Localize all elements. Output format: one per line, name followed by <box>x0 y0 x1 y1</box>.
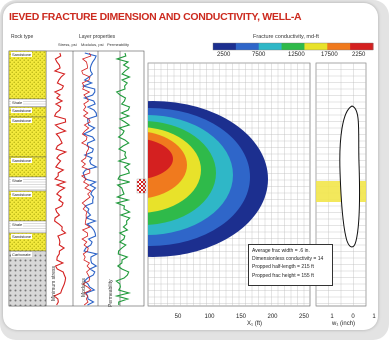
colorbar-segment <box>327 43 351 50</box>
permeability-label: Permeability <box>108 279 114 307</box>
fracture-width-profile <box>339 105 361 248</box>
colorbar-tick: 2500 <box>217 52 231 58</box>
colorbar-segment <box>213 43 237 50</box>
x-axis-ticks-conductivity: 50 100 150 200 250 <box>175 314 310 320</box>
modulus-label: Modulus <box>81 278 87 297</box>
modulus-curve <box>81 52 99 306</box>
x-tick-conductivity: 150 <box>236 314 247 320</box>
colorbar-segment <box>258 43 283 50</box>
conductivity-colorbar <box>212 42 374 51</box>
colorbar-segment <box>281 43 305 50</box>
figure-title: IEVED FRACTURE DIMENSION AND CONDUCTIVIT… <box>9 11 302 23</box>
info-line: Dimensionless conductivity = 14 <box>252 256 324 263</box>
colorbar-tick: 2250 <box>352 52 366 58</box>
rock-label: Sandstone <box>11 158 33 163</box>
rock-label: Shale <box>11 100 24 105</box>
info-line: Propped frac height = 155 ft <box>252 272 314 279</box>
rock-label: Shale <box>11 178 24 183</box>
x-tick-conductivity: 100 <box>204 314 215 320</box>
permeability-curve <box>114 52 132 306</box>
colorbar-tick: 12500 <box>288 52 305 58</box>
x-axis-label-width: w₁ (inch) <box>332 321 356 327</box>
x-tick-conductivity: 250 <box>299 314 310 320</box>
x-tick-conductivity: 200 <box>267 314 278 320</box>
rock-layer <box>8 250 47 307</box>
modulus-header: Modulus, psi <box>81 42 104 47</box>
info-line: Average frac width = .6 in. <box>252 248 310 254</box>
colorbar-tick: 17500 <box>321 52 338 58</box>
x-tick-width: 1 <box>372 314 376 320</box>
colorbar-tick: 7500 <box>252 52 266 58</box>
colorbar-segment <box>304 43 328 50</box>
modulus-secondary-curve <box>80 52 92 306</box>
rock-label: Carbonate <box>11 252 32 257</box>
x-tick-width: 1 <box>330 314 334 320</box>
layer-property-logs <box>53 52 132 306</box>
colorbar-segment <box>235 43 260 50</box>
layer-properties-header: Layer properties <box>79 34 116 40</box>
fracture-conductivity-map <box>148 101 268 257</box>
rock-label: Sandstone <box>11 192 33 197</box>
x-tick-conductivity: 50 <box>175 314 182 320</box>
colorbar-segment <box>350 43 374 50</box>
rock-label: Sandstone <box>11 52 33 57</box>
perforation-indicator <box>136 178 147 194</box>
minimum-stress-label: Minimum stress <box>51 265 57 301</box>
rock-label: Sandstone <box>11 234 33 239</box>
permeability-header: Permeability <box>107 42 130 47</box>
info-line: Propped half-length = 215 ft <box>252 264 314 271</box>
rock-type-header: Rock type <box>11 34 34 40</box>
rock-layer-pattern <box>9 117 46 157</box>
stress-header: Stress, psi <box>58 42 77 47</box>
colorbar-title: Fracture conductivity, md-ft <box>253 34 319 40</box>
rock-label: Sandstone <box>11 118 33 123</box>
stress-curve <box>53 52 68 306</box>
x-tick-width: 0 <box>351 314 355 320</box>
x-axis-label-conductivity: X₁ (ft) <box>247 321 263 327</box>
rock-label: Sandstone <box>11 108 33 113</box>
x-axis-ticks-width: 1 0 1 <box>330 314 376 320</box>
figure-card: IEVED FRACTURE DIMENSION AND CONDUCTIVIT… <box>3 3 378 330</box>
rock-layer-pattern <box>9 51 46 99</box>
rock-label: Shale <box>11 222 24 227</box>
fracture-summary-box: Average frac width = .6 in. Dimensionles… <box>248 244 333 286</box>
